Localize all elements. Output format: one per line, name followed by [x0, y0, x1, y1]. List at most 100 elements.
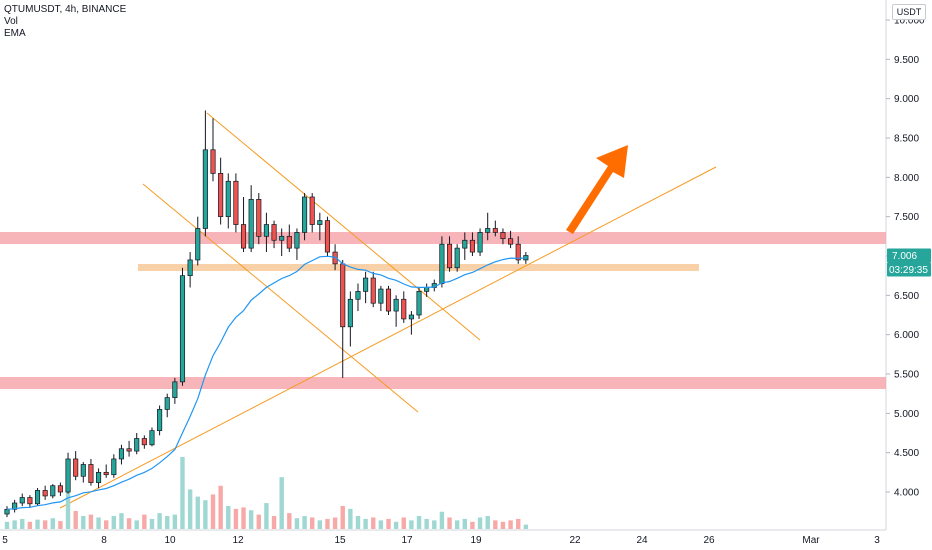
x-tick-label: 17: [401, 535, 413, 546]
volume-bar: [20, 518, 25, 529]
candle-body: [4, 508, 10, 515]
candle-body: [240, 224, 247, 249]
y-tick-label: 4.000: [894, 488, 919, 499]
candle-body: [103, 471, 109, 476]
volume-bar: [218, 485, 223, 529]
volume-bar: [287, 513, 292, 529]
volume-bar: [134, 520, 139, 529]
volume-bar: [35, 519, 40, 529]
legend-symbol[interactable]: QTUMUSDT, 4h, BINANCE: [4, 4, 127, 15]
y-tick-label: 7.500: [894, 212, 919, 223]
volume-bar: [340, 505, 345, 529]
volume-bar: [325, 518, 330, 529]
volume-bar: [432, 520, 437, 529]
x-tick-label: 3: [874, 535, 880, 546]
volume-bar: [401, 517, 406, 529]
candle-body: [416, 291, 422, 316]
countdown-badge: [887, 262, 931, 277]
candle-body: [324, 220, 331, 253]
volume-bar: [523, 524, 529, 529]
x-tick-label: 12: [232, 535, 244, 546]
candle-body: [42, 490, 48, 497]
candle-body: [210, 149, 216, 174]
candle-body: [439, 243, 445, 284]
candle-body: [248, 199, 254, 249]
candle-body: [141, 438, 147, 446]
candle-body: [118, 448, 125, 460]
volume-bar: [348, 508, 353, 529]
candle-body: [134, 438, 140, 452]
volume-bar: [157, 513, 162, 529]
candle-body: [363, 277, 369, 292]
volume-bar: [172, 514, 178, 529]
candle-body: [88, 464, 94, 483]
candle-body: [225, 180, 231, 218]
y-tick-label: 10.000: [894, 16, 925, 27]
volume-bar: [264, 503, 269, 529]
candle-body: [195, 228, 201, 261]
currency-label[interactable]: USDT: [892, 4, 926, 20]
candle-body: [65, 458, 71, 493]
candle-body: [515, 243, 521, 261]
volume-bar: [317, 520, 323, 529]
candle-body: [80, 464, 86, 477]
candle-body: [408, 314, 414, 320]
y-tick-label: 4.500: [894, 448, 919, 459]
candle-body: [164, 397, 170, 410]
candle-body: [12, 502, 18, 510]
volume-bar: [355, 516, 361, 529]
candle-body: [485, 228, 491, 233]
volume-bar: [233, 508, 239, 529]
candle-body: [469, 239, 475, 253]
volume-bar: [226, 505, 231, 529]
candle-body: [477, 232, 483, 253]
volume-bar: [470, 521, 475, 529]
x-tick-label: 19: [470, 535, 482, 546]
candle-body: [202, 149, 208, 229]
candle-body: [286, 235, 292, 249]
chart-legend: QTUMUSDT, 4h, BINANCE Vol EMA: [4, 4, 126, 40]
candle-body: [149, 430, 155, 446]
volume-bar: [439, 511, 445, 529]
x-tick-label: 10: [164, 535, 176, 546]
volume-bar: [416, 516, 422, 529]
volume-bar: [187, 489, 193, 529]
y-tick-label: 9.000: [894, 94, 919, 105]
candle-body: [57, 485, 63, 493]
volume-bar: [248, 510, 254, 529]
legend-vol[interactable]: Vol: [4, 16, 18, 27]
volume-bar: [27, 521, 33, 529]
candle-body: [424, 287, 430, 292]
legend-ema[interactable]: EMA: [4, 28, 26, 39]
volume-bar: [103, 520, 109, 529]
volume-bar: [378, 520, 384, 529]
volume-bar: [111, 516, 117, 529]
volume-bar: [363, 518, 368, 529]
volume-bar: [195, 496, 200, 529]
volume-bar: [88, 514, 94, 529]
y-tick-label: 5.500: [894, 370, 919, 381]
y-tick-label: 5.000: [894, 409, 919, 420]
volume-bar: [279, 477, 284, 529]
candle-body: [157, 409, 163, 431]
volume-bar: [447, 517, 452, 529]
x-tick-label: 24: [636, 535, 648, 546]
volume-bar: [508, 520, 513, 529]
candle-body: [263, 224, 269, 237]
y-tick-label: 6.000: [894, 330, 919, 341]
volume-bar: [126, 518, 132, 529]
candle-body: [446, 243, 453, 269]
volume-bar: [302, 516, 307, 529]
candle-body: [50, 485, 56, 497]
candle-body: [111, 458, 117, 476]
volume-bar: [4, 521, 10, 529]
y-tick-label: 8.000: [894, 173, 919, 184]
candle-body: [271, 224, 277, 241]
candle-body: [401, 298, 407, 320]
candle-body: [317, 220, 323, 225]
volume-bar: [149, 518, 155, 529]
volume-bar: [119, 513, 124, 529]
volume-bar: [203, 500, 208, 529]
last-price-text: 7.006: [892, 251, 917, 262]
